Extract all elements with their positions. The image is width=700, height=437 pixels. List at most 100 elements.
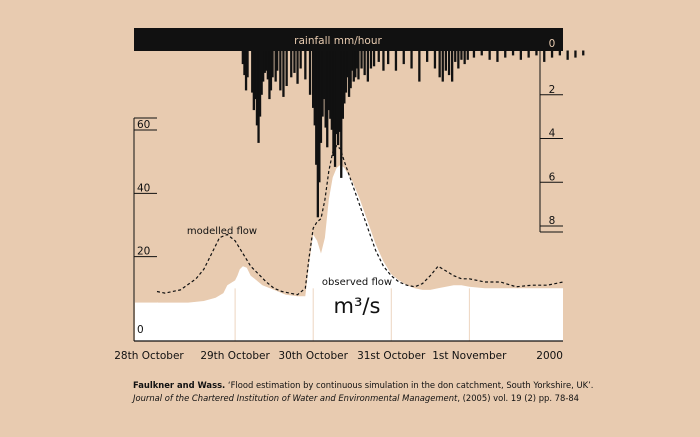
rainfall-bar	[293, 50, 296, 73]
rainfall-bar	[472, 50, 476, 58]
rainfall-bar	[355, 50, 358, 69]
caption-line-2: Journal of the Chartered Institution of …	[133, 392, 673, 405]
rainfall-bar	[349, 50, 352, 89]
rainfall-bar	[418, 50, 421, 82]
flow-tick-label: 60	[137, 119, 150, 131]
rainfall-bar	[360, 50, 363, 69]
rainfall-bar	[582, 50, 585, 56]
rainfall-tick-label: 2	[549, 84, 556, 96]
rainfall-bar	[488, 50, 491, 60]
rainfall-bar	[282, 50, 285, 97]
rainfall-bar	[244, 50, 248, 91]
rainfall-bar	[444, 50, 447, 71]
rainfall-bar	[457, 50, 460, 69]
rainfall-bar	[447, 50, 451, 76]
rainfall-bar	[321, 50, 324, 117]
rainfall-bar	[260, 50, 263, 95]
rainfall-bar	[511, 50, 515, 56]
rainfall-title: rainfall mm/hour	[294, 35, 382, 47]
rainfall-bar	[274, 50, 277, 82]
rainfall-bar	[271, 50, 274, 78]
rainfall-bar	[363, 50, 366, 76]
rainfall-bar	[330, 50, 333, 130]
rainfall-bar	[246, 50, 249, 78]
rainfall-bar	[263, 50, 266, 73]
rainfall-bar	[454, 50, 457, 62]
rainfall-bar	[268, 50, 271, 100]
flow-tick-label: 40	[137, 182, 150, 194]
rainfall-bar	[335, 50, 338, 135]
rainfall-bar	[451, 50, 454, 82]
rainfall-bar	[402, 50, 405, 65]
rainfall-bar	[433, 50, 437, 69]
rainfall-bar	[574, 50, 577, 58]
rainfall-bar	[243, 50, 246, 76]
rainfall-bar	[460, 50, 463, 60]
rainfall-bar	[251, 50, 254, 93]
rainfall-bar	[329, 50, 332, 119]
rainfall-panel: rainfall mm/hour	[134, 28, 585, 218]
date-gridlines	[234, 288, 470, 341]
rainfall-bar	[535, 50, 538, 56]
rainfall-bar	[296, 50, 299, 84]
rainfall-bar	[387, 50, 390, 65]
date-tick-label: 28th October	[114, 350, 184, 362]
rainfall-bar	[258, 50, 262, 117]
rainfall-bar	[252, 50, 255, 111]
rainfall-bar	[322, 50, 326, 100]
rainfall-bar	[337, 50, 340, 146]
rainfall-bar	[332, 50, 335, 156]
rainfall-bar	[318, 50, 321, 183]
rainfall-bar	[316, 50, 319, 218]
rainfall-bar	[394, 50, 398, 71]
caption-line-1: Faulkner and Wass. ‘Flood estimation by …	[133, 379, 673, 392]
rainfall-bar	[326, 50, 329, 148]
rainfall-bar	[299, 50, 302, 69]
rainfall-bar	[276, 50, 279, 71]
rainfall-bar	[504, 50, 507, 58]
rainfall-bar	[308, 50, 312, 95]
date-tick-label: 1st November	[432, 350, 507, 362]
rainfall-bar	[351, 50, 354, 71]
rainfall-bar	[410, 50, 413, 69]
rainfall-band	[134, 28, 563, 51]
date-tick-label: 31st October	[357, 350, 426, 362]
rainfall-bar	[340, 50, 343, 178]
rainfall-bar	[312, 50, 315, 108]
rainfall-bar	[372, 50, 376, 67]
series-labels: modelled flow observed flow m³/s	[187, 226, 392, 318]
rainfall-bar	[279, 50, 282, 91]
rainfall-bar	[438, 50, 441, 78]
rainfall-bar	[269, 50, 273, 91]
flow-tick-label: 0	[137, 324, 144, 336]
rainfall-bar	[285, 50, 288, 86]
rainfall-bar	[480, 50, 483, 56]
rainfall-bar	[527, 50, 530, 58]
rainfall-bar	[382, 50, 385, 71]
rainfall-bar	[266, 50, 269, 80]
rainfall-bar	[304, 50, 307, 80]
rainfall-bar	[313, 50, 316, 126]
rainfall-bar	[441, 50, 444, 82]
observed-flow-label: observed flow	[322, 277, 392, 288]
rainfall-bar	[324, 50, 327, 128]
rainfall-bar	[366, 50, 369, 82]
rainfall-bar	[558, 50, 561, 56]
rainfall-bar	[344, 50, 348, 93]
observed-flow-area-layer	[135, 164, 563, 341]
rainfall-bar	[426, 50, 429, 62]
rainfall-bar	[369, 50, 373, 69]
observed-flow-baseline-block	[135, 302, 158, 341]
caption-details: , (2005) vol. 19 (2) pp. 78-84	[457, 393, 580, 403]
date-tick-label: 29th October	[200, 350, 270, 362]
rainfall-bar	[333, 50, 337, 167]
rainfall-bar	[327, 50, 330, 111]
axes: 0 2 4 6 8 0 20 40 60 28th October 29th October 30th…	[114, 38, 563, 362]
rainfall-bar	[347, 50, 351, 97]
rainfall-bar	[290, 50, 293, 78]
rainfall-bar	[265, 50, 268, 71]
caption-authors: Faulkner and Wass.	[133, 380, 226, 390]
flow-tick-label: 20	[137, 246, 150, 258]
rainfall-bar	[257, 50, 260, 143]
rainfall-bar	[354, 50, 357, 78]
